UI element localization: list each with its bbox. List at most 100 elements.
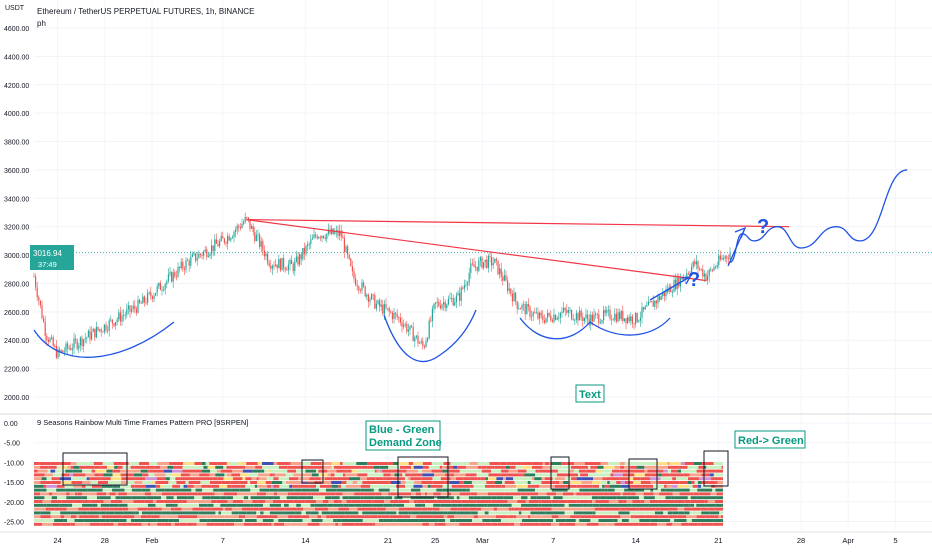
demand-zone-annotation[interactable]: Blue - Green Demand Zone bbox=[365, 420, 442, 451]
rainbow-cell bbox=[505, 484, 516, 488]
red-green-annotation[interactable]: Red-> Green bbox=[734, 430, 806, 449]
candle-body bbox=[124, 314, 126, 316]
rainbow-cell bbox=[530, 511, 536, 515]
rainbow-cell bbox=[637, 484, 642, 488]
rainbow-cell bbox=[88, 515, 96, 519]
rainbow-cell bbox=[364, 469, 375, 473]
rainbow-cell bbox=[359, 522, 369, 526]
rainbow-cell bbox=[626, 500, 633, 503]
rainbow-cell bbox=[187, 496, 195, 500]
rainbow-cell bbox=[459, 492, 471, 496]
indicator-pane[interactable] bbox=[34, 422, 932, 526]
candle bbox=[390, 309, 392, 314]
rainbow-cell bbox=[670, 465, 679, 469]
rainbow-cell bbox=[75, 492, 78, 496]
rainbow-cell bbox=[679, 481, 688, 484]
rainbow-cell bbox=[273, 492, 278, 496]
candle bbox=[615, 308, 617, 324]
rainbow-cell bbox=[519, 477, 532, 481]
rainbow-cell bbox=[111, 519, 120, 522]
candle-body bbox=[230, 238, 232, 241]
rainbow-cell bbox=[287, 469, 297, 473]
rainbow-cell bbox=[678, 511, 685, 515]
rainbow-cell bbox=[497, 522, 510, 526]
candle bbox=[539, 311, 541, 325]
rainbow-cell bbox=[601, 500, 609, 503]
rainbow-cell bbox=[354, 492, 364, 496]
rainbow-cell bbox=[250, 496, 256, 500]
rainbow-cell bbox=[590, 465, 594, 469]
rainbow-cell bbox=[274, 522, 285, 526]
rainbow-cell bbox=[290, 522, 303, 526]
rainbow-cell bbox=[459, 496, 463, 500]
rainbow-cell bbox=[490, 519, 502, 522]
rainbow-cell bbox=[45, 507, 55, 511]
candle-body bbox=[513, 292, 515, 302]
rainbow-cell bbox=[52, 492, 59, 496]
rainbow-cell bbox=[134, 481, 143, 484]
rainbow-cell bbox=[553, 519, 556, 522]
rainbow-cell bbox=[256, 492, 260, 496]
time-axis[interactable]: 24 28 Feb 7 14 21 25 Mar 7 14 21 28 Apr 5 bbox=[0, 531, 932, 545]
rainbow-cell bbox=[73, 465, 80, 469]
candle-body bbox=[593, 314, 595, 322]
rainbow-cell bbox=[46, 488, 57, 492]
candle bbox=[329, 225, 331, 235]
rainbow-cell bbox=[309, 484, 316, 488]
rainbow-cell bbox=[418, 469, 423, 473]
rainbow-cell bbox=[287, 492, 291, 496]
candle bbox=[191, 251, 193, 258]
rainbow-cell bbox=[342, 462, 350, 465]
rainbow-cell bbox=[373, 500, 385, 503]
rainbow-cell bbox=[520, 462, 524, 465]
candle bbox=[412, 322, 414, 342]
rainbow-cell bbox=[341, 519, 348, 522]
rainbow-cell bbox=[290, 462, 303, 465]
rainbow-cell bbox=[638, 522, 647, 526]
rainbow-cell bbox=[566, 462, 575, 465]
rainbow-cell bbox=[565, 484, 577, 488]
rainbow-cell bbox=[658, 481, 668, 484]
rainbow-cell bbox=[231, 484, 241, 488]
rainbow-cell bbox=[383, 503, 393, 507]
rainbow-cell bbox=[262, 462, 274, 465]
rainbow-cell bbox=[379, 469, 383, 473]
rainbow-cell bbox=[499, 484, 502, 488]
rainbow-cell bbox=[674, 519, 677, 522]
price-tick-label: 2000.00 bbox=[4, 395, 29, 402]
rainbow-cell bbox=[481, 465, 487, 469]
price-tick-label: 2400.00 bbox=[4, 338, 29, 345]
rainbow-cell bbox=[134, 465, 146, 469]
rainbow-cell bbox=[162, 477, 166, 481]
rainbow-cell bbox=[468, 496, 474, 500]
rainbow-cell bbox=[148, 522, 151, 526]
candle-body bbox=[678, 276, 680, 287]
price-axis[interactable]: 2000.002200.002400.002600.002800.003000.… bbox=[4, 26, 29, 402]
rainbow-cell bbox=[331, 481, 342, 484]
text-annotation[interactable]: Text bbox=[575, 384, 605, 403]
candle-body bbox=[100, 329, 102, 332]
rainbow-cell bbox=[625, 477, 630, 481]
rainbow-cell bbox=[305, 511, 311, 515]
rainbow-cell bbox=[488, 473, 500, 477]
rainbow-cell bbox=[202, 511, 207, 515]
candle-body bbox=[105, 324, 107, 331]
rainbow-cell bbox=[445, 522, 455, 526]
rainbow-cell bbox=[601, 469, 605, 473]
rainbow-cell bbox=[256, 477, 259, 481]
rainbow-cell bbox=[88, 462, 94, 465]
candle-body bbox=[339, 230, 341, 236]
rainbow-cell bbox=[442, 488, 450, 492]
rainbow-cell bbox=[541, 515, 552, 519]
rainbow-cell bbox=[629, 477, 634, 481]
price-pane[interactable] bbox=[33, 0, 932, 530]
indicator-axis: 0.00-5.00-10.00-15.00-20.00-25.00 bbox=[4, 421, 24, 527]
candle bbox=[83, 338, 85, 353]
rainbow-cell bbox=[519, 507, 524, 511]
rainbow-cell bbox=[278, 465, 288, 469]
candle-body bbox=[369, 299, 371, 302]
rainbow-cell bbox=[684, 462, 694, 465]
rainbow-cell bbox=[199, 473, 210, 477]
candle-body bbox=[483, 262, 485, 268]
